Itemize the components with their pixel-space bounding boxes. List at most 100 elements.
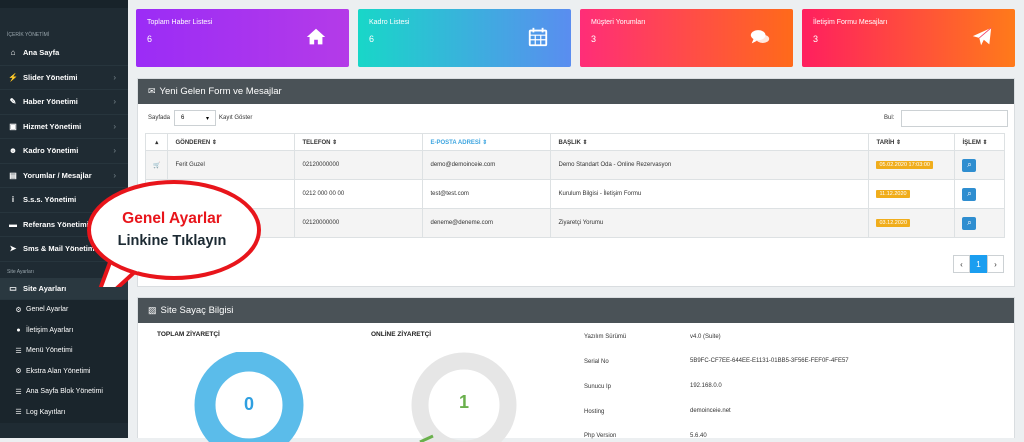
paper-plane-icon [972,27,992,46]
col-tarih[interactable]: TARİH ⇕ [868,133,956,151]
cell-phone: 02120000000 [294,150,424,180]
info-value: v4.0 (Suite) [690,334,721,340]
table-row[interactable]: 0212 000 00 00 test@test.com Kurulum Bil… [144,179,1005,209]
cart-icon: 🛒 [144,150,169,180]
sidebar-item-site-ayarlari[interactable]: ▭ Site Ayarları [0,277,128,300]
home-icon: ⌂ [10,48,16,58]
panel-header: ▨ Site Sayaç Bilgisi [138,298,1014,323]
briefcase-icon: ▣ [9,121,17,131]
sidebar-sub-label: Genel Ayarlar [26,306,69,314]
stats-panel: ▨ Site Sayaç Bilgisi TOPLAM ZİYARETÇİ ONL… [137,297,1015,442]
send-icon: ➤ [9,244,17,254]
cell-email: demo@demoinceie.com [422,150,552,180]
info-label: Php Version [584,433,617,439]
sidebar-section-content: İÇERİK YÖNETİMİ [7,32,50,38]
pagination: ‹ 1 › [953,255,1004,273]
col-islem[interactable]: İŞLEM ⇕ [954,133,1005,151]
sidebar-sub-menu-yonetimi[interactable]: ☰ Menü Yönetimi [0,340,128,361]
sidebar-sub-ekstra-alan[interactable]: ⚙ Ekstra Alan Yönetimi [0,361,128,382]
cell-subject: Ziyaretçi Yorumu [550,208,870,238]
sidebar-item-ana-sayfa[interactable]: ⌂ Ana Sayfa [0,41,128,66]
pager-prev-button[interactable]: ‹ [953,255,970,273]
cell-date: 03.12.2020 [868,208,956,238]
home-icon [306,28,326,45]
page-size-value: 6 [181,115,185,121]
pager-page-1[interactable]: 1 [970,255,987,273]
table-header-row: ▴ GÖNDEREN ⇕ TELEFON ⇕ E-POSTA ADRESİ ⇕ … [144,133,1005,151]
sidebar-sub-log-kayitlari[interactable]: ☰ Log Kayıtları [0,402,128,423]
caret-down-icon: ▾ [205,116,209,122]
view-button[interactable]: ⌕ [962,216,977,230]
col-eposta[interactable]: E-POSTA ADRESİ ⇕ [422,133,552,151]
info-label: Sunucu Ip [584,384,612,390]
info-value: 5.6.40 [690,433,707,439]
card-title: Müşteri Yorumları [591,19,646,26]
sidebar-sub-label: İletişim Ayarları [26,326,74,334]
online-visitors-label: ONLİNE ZİYARETÇİ [371,331,432,338]
sidebar-item-sss[interactable]: i S.s.s. Yönetimi [0,188,128,213]
table-row[interactable]: 02120000000 deneme@deneme.com Ziyaretçi … [144,208,1005,238]
list-icon: ☰ [15,409,22,417]
list-icon: ☰ [15,388,22,396]
card-iletisim-mesajlari[interactable]: İletişim Formu Mesajları 3 [802,9,1015,67]
chevron-right-icon: › [113,72,116,82]
sidebar-top-bar [0,0,128,8]
sidebar-sub-ana-sayfa-blok[interactable]: ☰ Ana Sayfa Blok Yönetimi [0,381,128,402]
card-haber-listesi[interactable]: Toplam Haber Listesi 6 [136,9,349,67]
card-title: Toplam Haber Listesi [147,19,213,26]
total-visitors-label: TOPLAM ZİYARETÇİ [157,331,220,338]
sidebar-sub-genel-ayarlar[interactable]: ⚙ Genel Ayarlar [0,299,128,320]
cell-subject: Kurulum Bilgisi - İletişim Formu [550,179,870,209]
callout-line2: Linkine Tıklayın [117,233,227,249]
search-input[interactable] [901,110,1008,127]
sidebar-item-hizmet[interactable]: ▣ Hizmet Yönetimi › [0,115,128,139]
messages-table: ▴ GÖNDEREN ⇕ TELEFON ⇕ E-POSTA ADRESİ ⇕ … [144,133,1005,238]
info-value: demoinceie.net [690,408,731,414]
col-baslik[interactable]: BAŞLIK ⇕ [550,133,870,151]
list-icon: ☰ [15,347,22,355]
messages-panel: ✉ Yeni Gelen Form ve Mesajlar Sayfada 6 ▾ … [137,78,1015,287]
view-button[interactable]: ⌕ [962,187,977,201]
chevron-right-icon: › [113,97,116,107]
chevron-right-icon: › [113,170,116,180]
panel-title: Yeni Gelen Form ve Mesajlar [159,86,282,97]
cell-email: test@test.com [422,179,552,209]
cell-action: ⌕ [954,208,1005,238]
cell-phone: 0212 000 00 00 [294,179,424,209]
sidebar-item-slider[interactable]: ⚡ Slider Yönetimi › [0,66,128,90]
cell-date: 05.02.2020 17:03:00 [868,150,956,180]
sidebar-item-label: S.s.s. Yönetimi [23,195,77,205]
sidebar-item-label: Kadro Yönetimi [23,146,79,156]
panel-title: Site Sayaç Bilgisi [160,305,234,316]
sidebar-item-label: Ana Sayfa [23,48,60,58]
col-gonderen[interactable]: GÖNDEREN ⇕ [167,133,296,151]
cell-email: deneme@deneme.com [422,208,552,238]
card-musteri-yorumlari[interactable]: Müşteri Yorumları 3 [580,9,793,67]
card-kadro-listesi[interactable]: Kadro Listesi 6 [358,9,571,67]
sidebar-item-label: Referans Yönetimi [23,219,89,229]
sidebar-item-haber[interactable]: ✎ Haber Yönetimi › [0,90,128,115]
date-badge: 11.12.2020 [876,190,910,198]
info-label: Yazılım Sürümü [584,334,627,340]
table-row[interactable]: 🛒 Ferit Guzel 02120000000 demo@demoincei… [144,150,1005,180]
search-plus-icon: ⌕ [967,160,972,169]
records-label: Kayıt Göster [219,115,253,121]
cell-action: ⌕ [954,179,1005,209]
callout-bubble [87,180,261,287]
sort-icon: ▴ [155,139,159,146]
sidebar-item-yorumlar[interactable]: ▤ Yorumlar / Mesajlar › [0,164,128,188]
pager-next-button[interactable]: › [987,255,1004,273]
sidebar-sub-label: Ekstra Alan Yönetimi [26,367,91,375]
col-telefon[interactable]: TELEFON ⇕ [294,133,424,151]
sidebar-item-kadro[interactable]: ☻ Kadro Yönetimi › [0,139,128,164]
search-plus-icon: ⌕ [967,218,972,227]
col-expand[interactable]: ▴ [144,133,169,151]
cell-action: ⌕ [954,150,1005,180]
monitor-icon: ▭ [9,283,17,293]
card-value: 6 [147,34,153,44]
view-button[interactable]: ⌕ [962,158,977,172]
cell-date: 11.12.2020 [868,179,956,209]
page-size-select[interactable]: 6 ▾ [174,110,216,126]
sidebar-sub-iletisim-ayarlari[interactable]: ● İletişim Ayarları [0,320,128,341]
date-badge: 05.02.2020 17:03:00 [876,161,933,169]
